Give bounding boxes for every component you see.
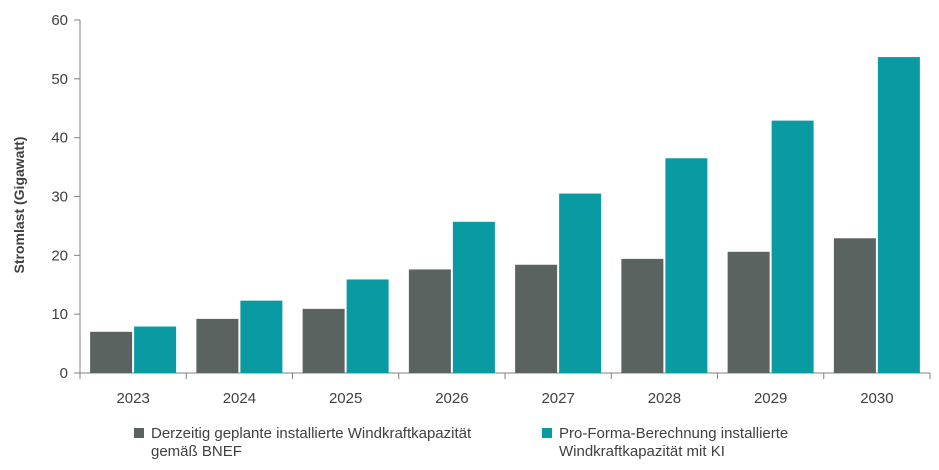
legend: Derzeitig geplante installierte Windkraf… (134, 425, 788, 460)
y-tick-label: 60 (51, 12, 68, 29)
bar-ki-2028 (665, 158, 708, 373)
y-tick-label: 10 (51, 306, 68, 323)
y-tick-label: 40 (51, 130, 68, 147)
bar-bnef-2029 (727, 251, 770, 373)
y-tick-label: 0 (60, 365, 68, 382)
x-tick-label: 2030 (860, 390, 893, 407)
bar-bnef-2030 (833, 238, 876, 373)
x-tick-label: 2024 (223, 390, 256, 407)
y-tick-label: 20 (51, 247, 68, 264)
bar-ki-2029 (771, 120, 814, 373)
bars-group (90, 57, 920, 373)
legend-label-bnef: gemäß BNEF (151, 443, 242, 460)
bar-bnef-2026 (408, 269, 451, 373)
x-tick-label: 2028 (648, 390, 681, 407)
legend-swatch-ki (542, 428, 552, 438)
x-tick-label: 2029 (754, 390, 787, 407)
y-tick-label: 50 (51, 71, 68, 88)
legend-swatch-bnef (134, 428, 144, 438)
bar-bnef-2027 (515, 264, 558, 373)
y-axis: 0 10 20 30 40 50 60 (51, 12, 81, 382)
y-axis-title: Stromlast (Gigawatt) (11, 137, 27, 274)
bar-bnef-2024 (196, 318, 239, 373)
y-tick-label: 30 (51, 189, 68, 206)
bar-ki-2024 (240, 300, 283, 373)
bar-ki-2027 (559, 193, 602, 373)
x-tick-label: 2026 (435, 390, 468, 407)
legend-label-bnef: Derzeitig geplante installierte Windkraf… (151, 425, 472, 442)
legend-label-ki: Windkraftkapazität mit KI (559, 443, 725, 460)
x-tick-label: 2023 (116, 390, 149, 407)
bar-bnef-2023 (90, 331, 133, 373)
x-axis: 2023 2024 2025 2026 2027 2028 2029 2030 (79, 372, 931, 407)
legend-label-ki: Pro-Forma-Berechnung installierte (559, 425, 788, 442)
bar-ki-2030 (877, 57, 920, 373)
bar-bnef-2025 (302, 308, 345, 373)
bar-ki-2023 (134, 326, 177, 373)
bar-ki-2025 (346, 279, 389, 373)
bar-bnef-2028 (621, 258, 664, 373)
x-tick-label: 2025 (329, 390, 362, 407)
x-tick-label: 2027 (541, 390, 574, 407)
bar-ki-2026 (452, 221, 495, 373)
